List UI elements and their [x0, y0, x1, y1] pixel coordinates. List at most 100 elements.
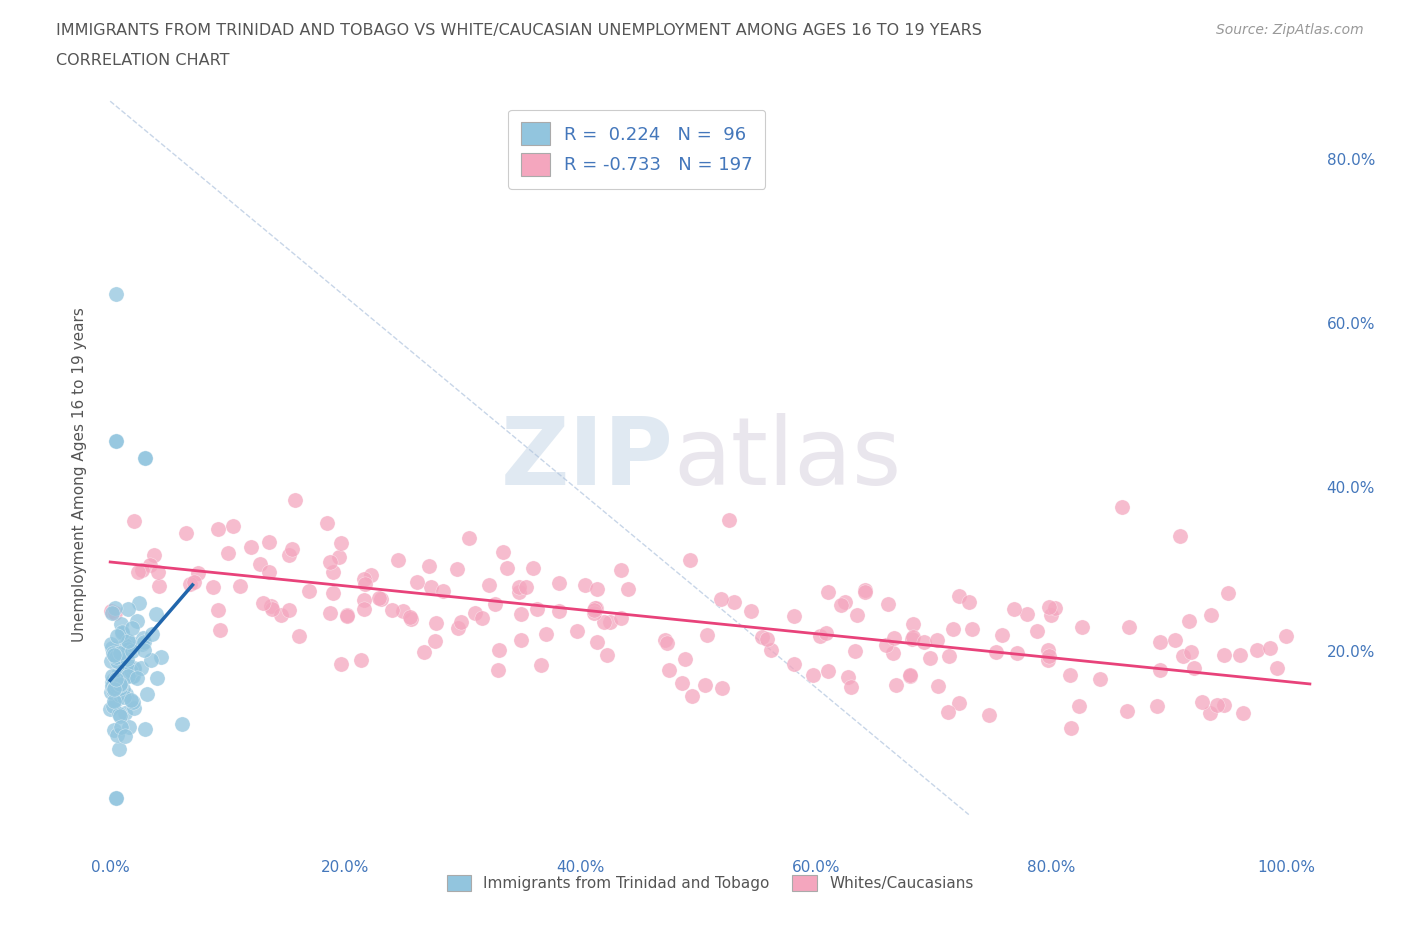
Point — [125, 614, 148, 629]
Point — [548, 576, 571, 591]
Point — [610, 610, 633, 625]
Point — [695, 678, 717, 693]
Point — [108, 742, 131, 757]
Point — [146, 671, 169, 685]
Point — [710, 591, 733, 606]
Point — [387, 552, 409, 567]
Point — [122, 669, 145, 684]
Point — [508, 579, 530, 594]
Point — [101, 669, 124, 684]
Point — [112, 689, 135, 704]
Point — [136, 686, 159, 701]
Point — [353, 572, 375, 587]
Point — [936, 705, 959, 720]
Point — [1182, 660, 1205, 675]
Point — [111, 625, 134, 640]
Point — [104, 601, 127, 616]
Point — [450, 615, 472, 630]
Point — [284, 493, 307, 508]
Point — [108, 645, 131, 660]
Point — [723, 595, 745, 610]
Point — [1060, 721, 1083, 736]
Point — [938, 648, 960, 663]
Point — [756, 631, 779, 646]
Point — [121, 620, 143, 635]
Point — [565, 624, 588, 639]
Point — [984, 644, 1007, 659]
Point — [104, 650, 127, 665]
Point — [315, 515, 337, 530]
Point — [740, 604, 762, 618]
Point — [288, 629, 311, 644]
Point — [122, 701, 145, 716]
Point — [530, 658, 553, 672]
Point — [1025, 624, 1047, 639]
Point — [105, 434, 128, 449]
Point — [367, 591, 389, 605]
Point — [423, 633, 446, 648]
Point — [100, 675, 122, 690]
Point — [399, 611, 422, 626]
Point — [901, 631, 924, 646]
Point — [108, 681, 131, 696]
Point — [108, 676, 131, 691]
Point — [179, 577, 201, 591]
Point — [117, 669, 139, 684]
Point — [884, 677, 907, 692]
Point — [381, 603, 404, 618]
Point — [207, 603, 229, 618]
Point — [108, 664, 131, 679]
Point — [353, 592, 375, 607]
Point — [405, 574, 427, 589]
Point — [817, 585, 839, 600]
Point — [817, 664, 839, 679]
Point — [107, 649, 129, 664]
Point — [883, 631, 905, 645]
Point — [1212, 698, 1234, 712]
Point — [108, 709, 131, 724]
Point — [187, 565, 209, 580]
Point — [841, 680, 863, 695]
Point — [1038, 599, 1060, 614]
Point — [1017, 607, 1039, 622]
Point — [101, 605, 124, 620]
Point — [837, 670, 859, 684]
Point — [105, 672, 128, 687]
Point — [115, 686, 138, 701]
Point — [101, 698, 124, 713]
Point — [471, 611, 494, 626]
Point — [120, 664, 142, 679]
Point — [105, 653, 128, 668]
Point — [127, 671, 149, 685]
Point — [110, 617, 132, 631]
Point — [112, 682, 135, 697]
Point — [1212, 648, 1234, 663]
Point — [134, 722, 156, 737]
Point — [1118, 620, 1140, 635]
Point — [360, 567, 382, 582]
Text: Source: ZipAtlas.com: Source: ZipAtlas.com — [1216, 23, 1364, 37]
Point — [101, 683, 124, 698]
Point — [977, 708, 1000, 723]
Point — [488, 643, 510, 658]
Point — [1116, 704, 1139, 719]
Point — [221, 519, 243, 534]
Point — [134, 450, 156, 465]
Point — [855, 582, 877, 597]
Point — [100, 654, 122, 669]
Point — [679, 553, 702, 568]
Point — [855, 585, 877, 600]
Point — [134, 643, 156, 658]
Point — [1173, 648, 1195, 663]
Point — [508, 585, 530, 600]
Point — [583, 601, 606, 616]
Point — [353, 602, 375, 617]
Point — [201, 579, 224, 594]
Point — [515, 580, 537, 595]
Point — [1199, 608, 1222, 623]
Point — [808, 628, 831, 643]
Point — [1178, 614, 1201, 629]
Point — [447, 621, 470, 636]
Point — [134, 634, 156, 649]
Point — [1045, 600, 1067, 615]
